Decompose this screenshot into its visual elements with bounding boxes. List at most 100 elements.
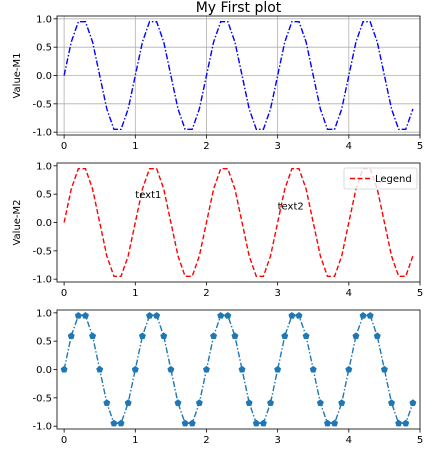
data-point xyxy=(366,311,374,319)
data-point xyxy=(60,365,68,373)
data-point xyxy=(96,365,104,373)
data-point xyxy=(67,332,75,340)
data-point xyxy=(74,311,82,319)
data-point xyxy=(138,332,146,340)
x-tick-label: 3 xyxy=(274,288,280,299)
data-point xyxy=(302,332,310,340)
y-axis-label: Value-M1 xyxy=(12,52,23,98)
data-point xyxy=(238,365,246,373)
y-tick-label: 1.0 xyxy=(36,308,52,319)
data-point xyxy=(331,419,339,427)
x-tick-label: 2 xyxy=(203,288,209,299)
y-axis-label: Value-M2 xyxy=(12,199,23,245)
data-point xyxy=(402,419,410,427)
x-tick-label: 5 xyxy=(417,288,423,299)
x-tick-label: 0 xyxy=(61,435,67,446)
data-point xyxy=(373,332,381,340)
data-point xyxy=(252,419,260,427)
y-tick-label: 0.0 xyxy=(36,365,52,376)
data-point xyxy=(181,419,189,427)
data-point xyxy=(380,365,388,373)
x-tick-label: 1 xyxy=(132,288,138,299)
y-tick-label: -1.0 xyxy=(32,128,52,139)
data-point xyxy=(309,365,317,373)
series-line-1 xyxy=(63,20,414,131)
data-point xyxy=(388,399,396,406)
subplot-2: 0 1 2 3 4 5 -1.0 -0.5 0.0 0.5 1.0 text1 text2 Legend V… xyxy=(12,161,423,299)
data-point xyxy=(124,399,132,406)
y-tick-label: 1.0 xyxy=(36,14,52,25)
x-tick-label: 3 xyxy=(274,141,280,152)
y-tick-label: 0.5 xyxy=(36,43,52,54)
legend: Legend xyxy=(343,167,418,190)
chart-title: My First plot xyxy=(196,0,282,16)
data-point xyxy=(167,365,175,373)
data-point xyxy=(295,311,303,319)
data-point xyxy=(217,311,225,319)
x-tick-label: 5 xyxy=(417,435,423,446)
data-point xyxy=(274,365,282,373)
data-point xyxy=(231,332,239,340)
x-tick-label: 3 xyxy=(274,435,280,446)
data-point xyxy=(89,332,97,340)
x-tick-label: 4 xyxy=(346,141,352,152)
data-point xyxy=(359,311,367,319)
annotation-1: text1 xyxy=(135,190,161,201)
axes-frame xyxy=(56,162,421,283)
data-point xyxy=(259,419,267,427)
x-tick-label: 4 xyxy=(346,435,352,446)
x-tick-label: 2 xyxy=(203,141,209,152)
x-tick-label: 0 xyxy=(61,288,67,299)
data-point xyxy=(174,399,182,406)
x-tick-label: 5 xyxy=(417,141,423,152)
x-tick-label: 2 xyxy=(203,435,209,446)
y-tick-label: 1.0 xyxy=(36,161,52,172)
y-tick-label: 0.0 xyxy=(36,218,52,229)
legend-label: Legend xyxy=(375,174,412,185)
x-tick-label: 1 xyxy=(132,435,138,446)
annotation-2: text2 xyxy=(278,202,304,213)
data-point xyxy=(195,399,203,406)
data-point xyxy=(316,399,324,406)
axes-frame xyxy=(56,309,421,430)
series-line-1 xyxy=(63,167,414,278)
data-point xyxy=(224,311,232,319)
subplot-3: 0 1 2 3 4 5 -1.0 -0.5 0.0 0.5 1.0 xyxy=(32,308,423,446)
data-point xyxy=(281,332,289,340)
data-point xyxy=(131,365,139,373)
y-tick-label: -0.5 xyxy=(32,246,52,257)
data-point xyxy=(323,419,331,427)
y-tick-label: -1.0 xyxy=(32,422,52,433)
data-point xyxy=(146,311,154,319)
x-tick-label: 4 xyxy=(346,288,352,299)
subplot-1: 0 1 2 3 4 5 -1.0 -0.5 0.0 0.5 1.0 My First plot Valu… xyxy=(12,0,423,152)
data-point xyxy=(352,332,360,340)
y-tick-label: 0.5 xyxy=(36,190,52,201)
axes-frame xyxy=(56,15,421,136)
data-point xyxy=(160,332,168,340)
y-tick-label: -0.5 xyxy=(32,99,52,110)
x-tick-label: 0 xyxy=(61,141,67,152)
y-tick-label: -0.5 xyxy=(32,393,52,404)
data-point xyxy=(267,399,275,406)
data-point xyxy=(81,311,89,319)
data-point xyxy=(110,419,118,427)
data-point xyxy=(345,365,353,373)
legend-box xyxy=(343,167,418,190)
data-point xyxy=(153,311,161,319)
data-point xyxy=(338,399,346,406)
series-line-1 xyxy=(63,314,414,425)
data-point xyxy=(117,419,125,427)
data-point xyxy=(395,419,403,427)
data-point xyxy=(188,419,196,427)
x-tick-label: 1 xyxy=(132,141,138,152)
data-point xyxy=(245,399,253,406)
data-point xyxy=(202,365,210,373)
data-point xyxy=(288,311,296,319)
data-point xyxy=(103,399,111,406)
data-point xyxy=(409,399,417,406)
data-point xyxy=(210,332,218,340)
y-tick-label: -1.0 xyxy=(32,275,52,286)
y-tick-label: 0.0 xyxy=(36,71,52,82)
